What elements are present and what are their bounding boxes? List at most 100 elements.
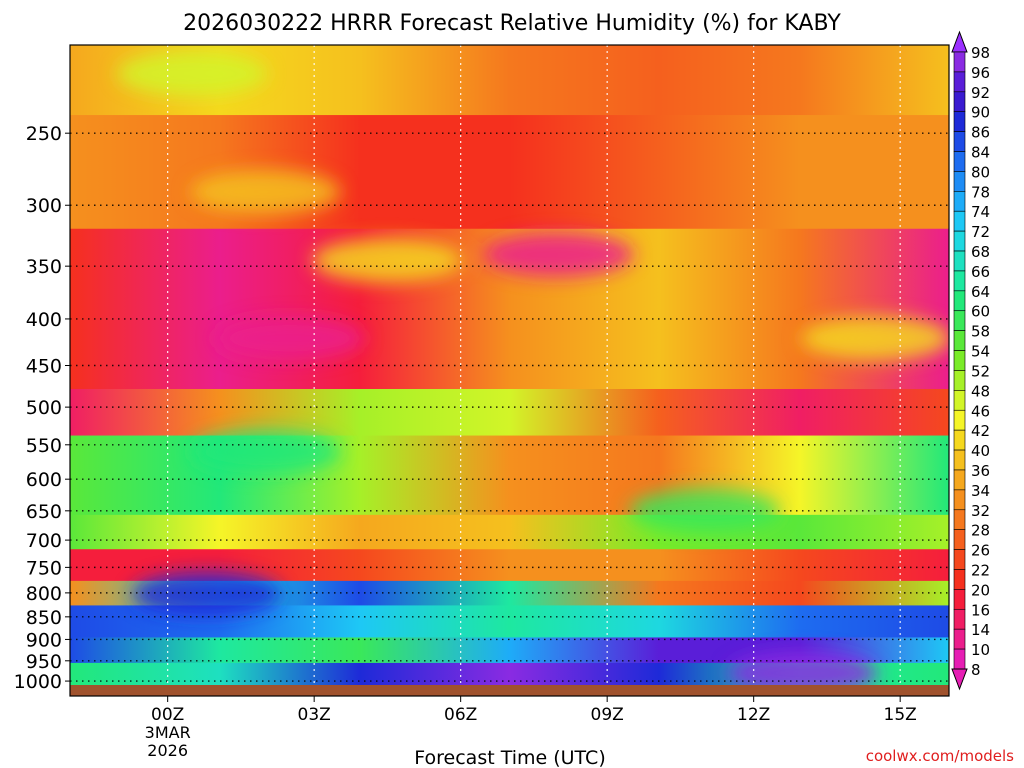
- colorbar-label: 60: [971, 303, 990, 321]
- colorbar-label: 92: [971, 84, 990, 102]
- x-tick-label: 12Z: [737, 705, 770, 725]
- colorbar-swatch: [953, 330, 966, 351]
- colorbar-label: 66: [971, 263, 990, 281]
- y-tick-label: 600: [26, 469, 62, 491]
- rh-patch: [483, 232, 634, 277]
- colorbar-swatch: [953, 509, 966, 530]
- colorbar-min-arrow: [951, 668, 968, 691]
- y-tick-label: 800: [26, 583, 62, 605]
- colorbar-swatch: [953, 51, 966, 73]
- pressure-axis: 2503003504004505005506006507007508008509…: [14, 123, 70, 693]
- rh-patch: [312, 238, 463, 283]
- colorbar-swatch: [953, 429, 966, 451]
- colorbar-swatch: [953, 111, 966, 132]
- colorbar-label: 64: [971, 283, 990, 301]
- colorbar-label: 54: [971, 343, 990, 361]
- colorbar-label: 84: [971, 144, 990, 162]
- plot-frame: [69, 44, 950, 697]
- ground-strip: [70, 685, 949, 696]
- rh-patch: [800, 316, 949, 361]
- y-tick-label: 950: [26, 651, 62, 673]
- x-axis-label: Forecast Time (UTC): [414, 747, 605, 768]
- rh-patch: [117, 51, 268, 96]
- y-tick-label: 250: [26, 123, 62, 145]
- y-tick-label: 350: [26, 256, 62, 278]
- colorbar-label: 46: [971, 402, 990, 420]
- colorbar-label: 16: [971, 601, 990, 619]
- colorbar-label: 80: [971, 163, 990, 181]
- x-tick-label: 03Z: [298, 705, 331, 725]
- chart-title: 2026030222 HRRR Forecast Relative Humidi…: [183, 11, 841, 36]
- colorbar-label: 22: [971, 561, 990, 579]
- colorbar-label: 78: [971, 183, 990, 201]
- y-tick-label: 650: [26, 501, 62, 523]
- rh-band: [70, 115, 949, 233]
- colorbar-swatch: [953, 310, 966, 331]
- colorbar-swatch: [953, 91, 966, 113]
- colorbar-label: 72: [971, 223, 990, 241]
- colorbar-label: 74: [971, 203, 990, 221]
- colorbar-label: 90: [971, 104, 990, 122]
- colorbar-swatch: [953, 191, 966, 212]
- x-tick-label: 06Z: [444, 705, 477, 725]
- rh-patch: [629, 488, 780, 533]
- x-tick-sublabel: 3MAR: [145, 723, 191, 742]
- y-tick-label: 900: [26, 629, 62, 651]
- colorbar-swatch: [953, 171, 966, 192]
- colorbar-swatch: [953, 151, 966, 172]
- colorbar-label: 28: [971, 522, 990, 540]
- colorbar-swatch: [953, 270, 966, 292]
- colorbar-label: 8: [971, 661, 981, 679]
- colorbar-swatch: [953, 529, 966, 550]
- y-tick-label: 450: [26, 355, 62, 377]
- watermark: coolwx.com/models: [866, 747, 1014, 765]
- colorbar-swatch: [953, 250, 966, 272]
- rh-patch: [190, 429, 341, 474]
- colorbar-swatch: [953, 131, 966, 152]
- plot-grid: [70, 45, 949, 685]
- y-tick-label: 400: [26, 309, 62, 331]
- rh-patch: [214, 316, 365, 361]
- colorbar-label: 96: [971, 64, 990, 82]
- y-tick-label: 300: [26, 195, 62, 217]
- x-tick-label: 09Z: [591, 705, 624, 725]
- colorbar-label: 48: [971, 382, 990, 400]
- y-tick-label: 500: [26, 397, 62, 419]
- colorbar-label: 68: [971, 243, 990, 261]
- colorbar-swatch: [953, 210, 966, 232]
- y-tick-label: 550: [26, 435, 62, 457]
- colorbar-swatch: [953, 489, 966, 511]
- colorbar-swatch: [953, 608, 966, 630]
- colorbar-label: 32: [971, 502, 990, 520]
- colorbar-swatch: [953, 549, 966, 570]
- colorbar-swatch: [953, 589, 966, 610]
- colorbar-swatch: [953, 409, 966, 431]
- x-tick-sublabel: 2026: [147, 741, 188, 760]
- y-tick-label: 850: [26, 607, 62, 629]
- colorbar-label: 58: [971, 323, 990, 341]
- colorbar-swatch: [953, 449, 966, 471]
- colorbar-label: 14: [971, 621, 990, 639]
- y-tick-label: 1000: [14, 671, 62, 693]
- colorbar-label: 26: [971, 542, 990, 560]
- colorbar-swatch: [953, 290, 966, 312]
- colorbar-label: 42: [971, 422, 990, 440]
- x-tick-label: 00Z: [151, 705, 184, 725]
- colorbar-swatch: [953, 350, 966, 371]
- colorbar-swatch: [953, 469, 966, 491]
- colorbar-swatch: [953, 71, 966, 93]
- colorbar-label: 36: [971, 462, 990, 480]
- colorbar-swatch: [953, 370, 966, 391]
- colorbar-label: 20: [971, 581, 990, 599]
- y-tick-label: 750: [26, 557, 62, 579]
- colorbar-label: 86: [971, 124, 990, 142]
- colorbar-label: 34: [971, 482, 990, 500]
- rh-patch: [131, 572, 282, 617]
- colorbar-swatch: [953, 648, 966, 670]
- colorbar-label: 10: [971, 641, 990, 659]
- rh-patch: [190, 169, 341, 214]
- rh-band: [70, 388, 949, 440]
